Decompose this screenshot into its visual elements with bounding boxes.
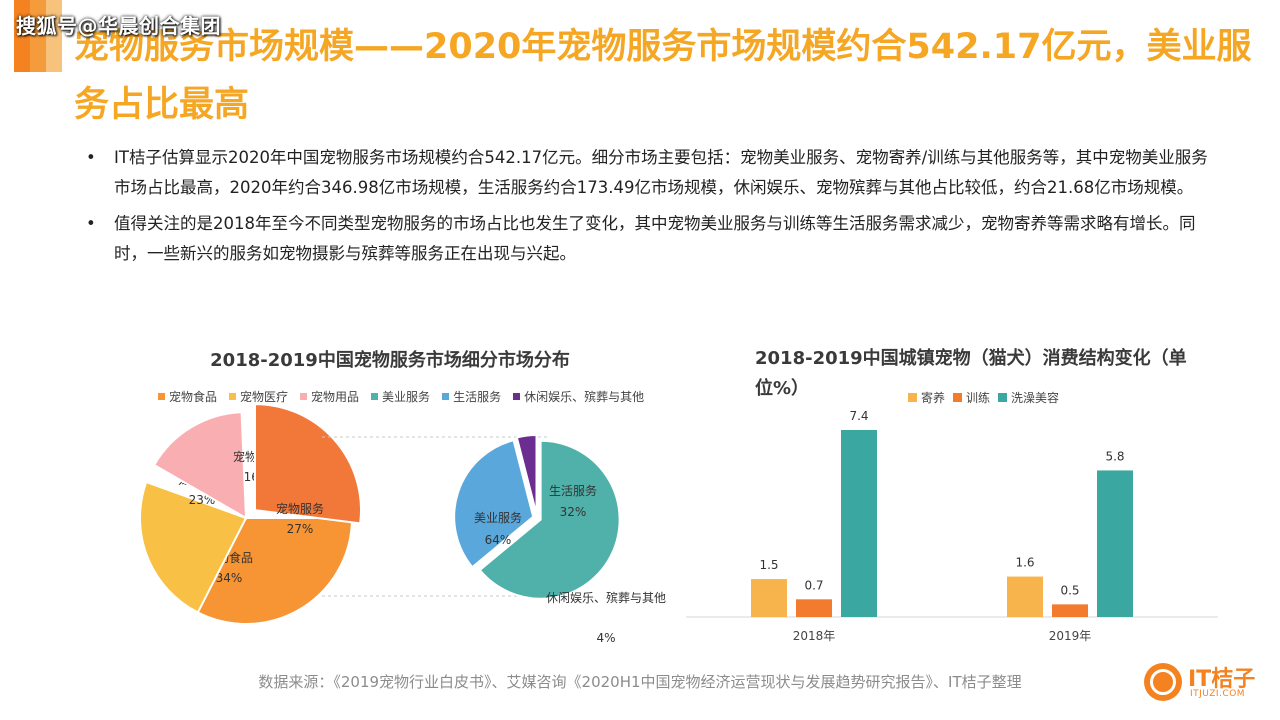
page-title: 宠物服务市场规模——2020年宠物服务市场规模约合542.17亿元，美业服务占比… (74, 27, 1252, 125)
bar (1052, 604, 1088, 617)
pie-slice (152, 411, 248, 520)
legend-item: 宠物食品 (158, 388, 217, 405)
pie-slice-value: 64% (485, 533, 512, 547)
accent-bar (14, 0, 62, 72)
legend-swatch (158, 393, 165, 400)
legend-label: 宠物医疗 (240, 390, 289, 404)
legend-swatch (371, 393, 379, 400)
legend-item: 训练 (953, 389, 990, 406)
legend-item: 洗澡美容 (998, 389, 1059, 406)
pie-slice (515, 434, 538, 515)
legend-label: 休闲娱乐、殡葬与其他 (524, 390, 645, 404)
pie-slice-value: 32% (560, 505, 587, 519)
pie-slice (254, 403, 362, 525)
pie-slice-label: 宠物服务 (276, 501, 324, 516)
logo-subtext: ITJUZI.COM (1190, 689, 1246, 699)
bar-value-label: 0.7 (804, 578, 823, 592)
pie-slice (139, 480, 248, 614)
orange-slice-icon (1144, 663, 1182, 701)
bar-legend: 寄养 训练 洗澡美容 (908, 389, 1067, 406)
legend-label: 宠物用品 (311, 390, 360, 404)
bar-value-label: 1.6 (1015, 556, 1034, 570)
pie-slice-label: 休闲娱乐、殡葬与其他 (546, 590, 666, 605)
legend-swatch (998, 393, 1008, 402)
pie-slice (478, 439, 621, 600)
legend-item: 休闲娱乐、殡葬与其他 (513, 388, 644, 405)
bar-value-label: 1.5 (759, 558, 778, 572)
x-tick-label: 2019年 (1049, 629, 1092, 643)
legend-label: 洗澡美容 (1011, 391, 1060, 405)
bullet-text: IT桔子估算显示2020年中国宠物服务市场规模约合542.17亿元。细分市场主要… (114, 148, 1208, 197)
legend-swatch (442, 393, 450, 400)
pie-slice-label: 美业服务 (474, 510, 522, 525)
legend-swatch (953, 393, 963, 402)
bar-value-label: 7.4 (849, 409, 868, 423)
legend-item: 寄养 (908, 389, 945, 406)
bar-value-label: 0.5 (1060, 583, 1079, 597)
bar (841, 430, 877, 617)
bar (1097, 470, 1133, 617)
bar-chart-title: 2018-2019中国城镇宠物（猫犬）消费结构变化（单位%） (755, 348, 1187, 399)
pie-slice-label: 生活服务 (549, 483, 597, 498)
bar (796, 599, 832, 617)
legend-label: 美业服务 (382, 390, 431, 404)
legend-item: 宠物用品 (300, 388, 359, 405)
legend-label: 寄养 (921, 391, 946, 405)
pie-slice-value: 4% (596, 631, 615, 645)
bullet-item: • IT桔子估算显示2020年中国宠物服务市场规模约合542.17亿元。细分市场… (82, 143, 1222, 203)
source-note: 数据来源：《2019宠物行业白皮书》、艾媒咨询《2020H1中国宠物经济运营现状… (258, 673, 1022, 691)
legend-label: 生活服务 (453, 390, 502, 404)
bar (751, 579, 787, 617)
legend-label: 宠物食品 (169, 390, 218, 404)
pie-slice-value: 27% (287, 522, 314, 536)
bar-value-label: 5.8 (1105, 449, 1124, 463)
legend-label: 训练 (966, 391, 991, 405)
pie-chart-title: 2018-2019中国宠物服务市场细分市场分布 (210, 350, 570, 371)
brand-logo: IT桔子 ITJUZI.COM (1144, 661, 1264, 705)
bullet-dot-icon: • (86, 214, 96, 233)
source-watermark: 搜狐号@华晨创合集团 (16, 14, 221, 38)
pie-slice (453, 439, 535, 569)
x-tick-label: 2018年 (793, 629, 836, 643)
legend-swatch (229, 393, 237, 400)
pie-legend: 宠物食品 宠物医疗 宠物用品 美业服务 生活服务 休闲娱乐、殡葬与其他 (158, 388, 656, 405)
legend-swatch (513, 393, 521, 400)
logo-text: IT桔子 (1188, 667, 1256, 692)
bullet-dot-icon: • (86, 148, 96, 167)
bar (1007, 576, 1043, 617)
legend-item: 生活服务 (442, 388, 501, 405)
legend-item: 宠物医疗 (229, 388, 288, 405)
legend-swatch (300, 393, 308, 400)
legend-item: 美业服务 (371, 388, 430, 405)
bullet-item: • 值得关注的是2018年至今不同类型宠物服务的市场占比也发生了变化，其中宠物美… (82, 209, 1222, 269)
bullet-list: • IT桔子估算显示2020年中国宠物服务市场规模约合542.17亿元。细分市场… (82, 143, 1222, 275)
legend-swatch (908, 393, 917, 402)
pie-slice-value: 34% (216, 571, 243, 585)
bullet-text: 值得关注的是2018年至今不同类型宠物服务的市场占比也发生了变化，其中宠物美业服… (114, 214, 1196, 263)
